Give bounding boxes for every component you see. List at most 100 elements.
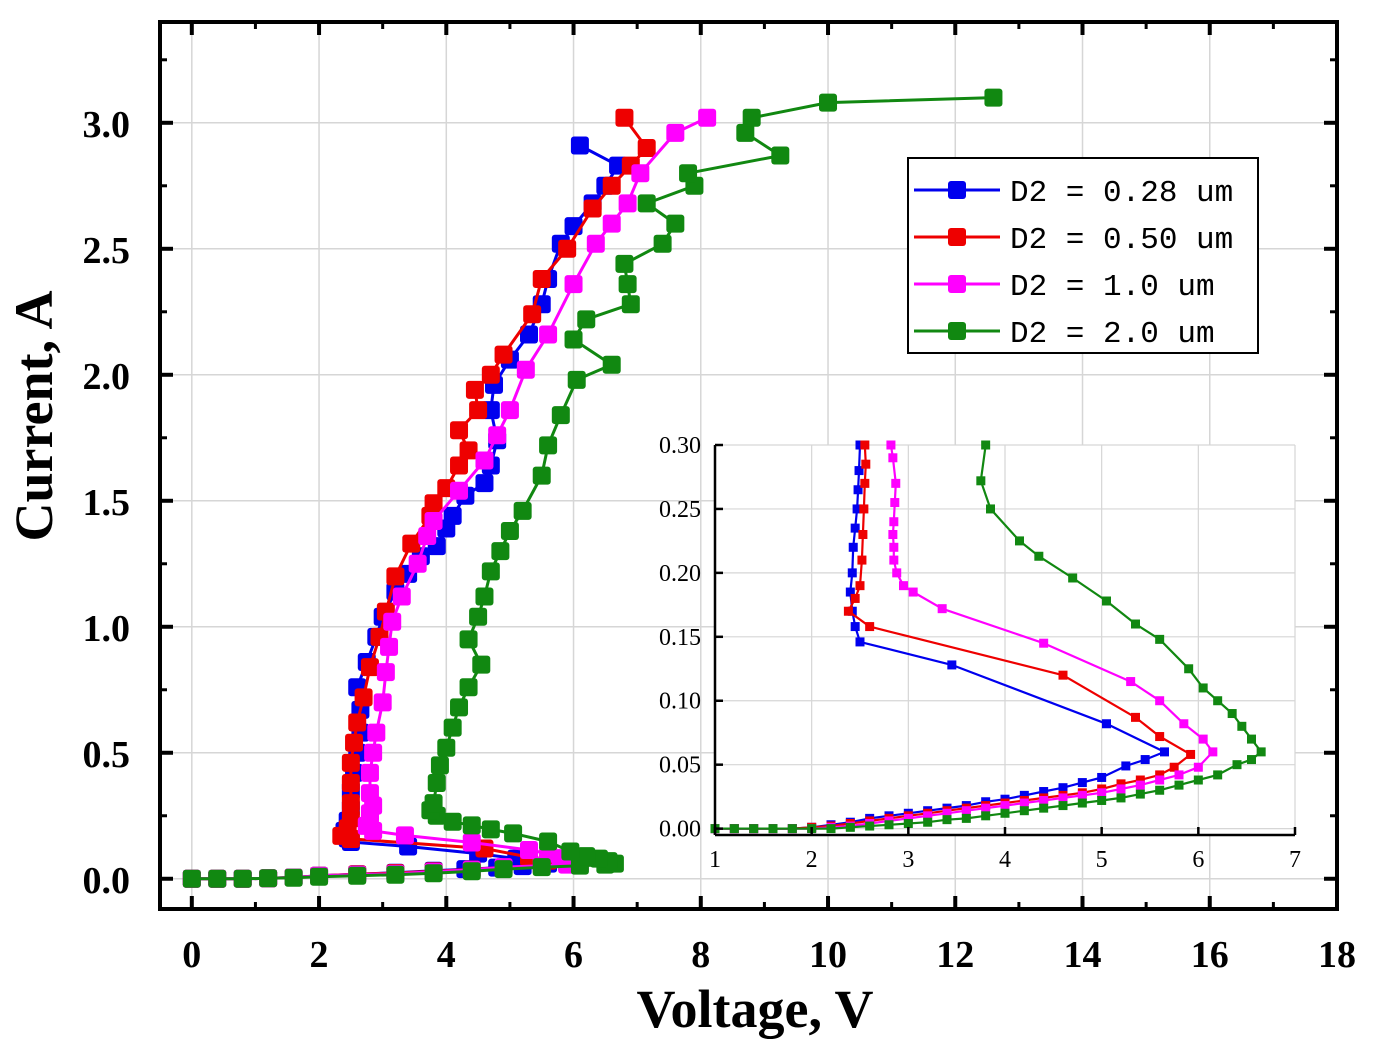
data-point [462, 816, 481, 835]
x-axis-title: Voltage, V [636, 979, 873, 1039]
data-point [402, 534, 421, 553]
legend-label: D2 = 0.28 um [1010, 176, 1233, 211]
inset-data-point [1237, 721, 1247, 731]
inset-data-point [1155, 770, 1165, 780]
data-point [373, 693, 392, 712]
data-point [551, 406, 570, 425]
inset-x-tick-label: 1 [709, 847, 721, 873]
inset-data-point [889, 517, 899, 527]
y-tick-label: 3.0 [83, 104, 131, 146]
inset-data-point [1058, 670, 1068, 680]
data-point [459, 441, 478, 460]
data-point [395, 826, 414, 845]
legend-marker [948, 181, 966, 199]
data-point [450, 421, 469, 440]
x-tick-label: 0 [182, 934, 201, 976]
data-point [637, 138, 656, 157]
y-tick-label: 0.0 [83, 860, 131, 902]
inset-data-point [1019, 806, 1029, 816]
x-tick-label: 4 [437, 934, 456, 976]
inset-chart: 1 2 3 4 5 6 7 0.00 0.05 0.10 0.15 0.20 0.25 0.30 [659, 433, 1301, 873]
inset-data-point [1097, 788, 1107, 798]
data-point [354, 688, 373, 707]
data-point [520, 841, 539, 860]
data-point [618, 275, 637, 294]
inset-data-point [1077, 798, 1087, 808]
inset-data-point [850, 523, 860, 533]
inset-data-point [855, 581, 865, 591]
inset-data-point [1184, 664, 1194, 674]
data-point [418, 527, 437, 546]
legend-label: D2 = 2.0 um [1010, 317, 1215, 352]
data-point [602, 176, 621, 195]
inset-data-point [1213, 696, 1223, 706]
legend-marker [948, 228, 966, 246]
data-point [539, 436, 558, 455]
data-point [475, 474, 494, 493]
data-point [602, 214, 621, 233]
data-point [341, 809, 360, 828]
data-point [360, 784, 379, 803]
inset-data-point [888, 453, 898, 463]
data-point [984, 88, 1003, 107]
main-series [182, 88, 1003, 888]
inset-data-point [1116, 784, 1126, 794]
inset-y-tick-label: 0.20 [659, 561, 701, 587]
data-point [341, 753, 360, 772]
y-axis-title: Current, A [4, 291, 64, 542]
legend: D2 = 0.28 um D2 = 0.50 um D2 = 1.0 um D2 = … [907, 157, 1259, 354]
data-point [341, 774, 360, 793]
data-point [602, 355, 621, 374]
data-point [459, 630, 478, 649]
inset-data-point [845, 822, 855, 832]
inset-data-point [1097, 795, 1107, 805]
inset-data-point [1174, 780, 1184, 790]
data-point [532, 858, 551, 877]
inset-data-point [1247, 734, 1256, 744]
legend-item-d2-2-0-um: D2 = 2.0 um [914, 317, 1215, 352]
x-tick-label: 8 [691, 934, 710, 976]
inset-data-point [1058, 801, 1068, 811]
data-point [666, 214, 685, 233]
data-point [586, 234, 605, 253]
inset-data-point [1169, 762, 1179, 772]
inset-data-point [888, 530, 898, 540]
data-point [491, 542, 510, 561]
inset-data-point [1116, 779, 1126, 789]
data-point [360, 658, 379, 677]
x-tick-label: 18 [1318, 934, 1356, 976]
data-point [771, 146, 790, 165]
data-point [443, 812, 462, 831]
inset-data-point [1000, 801, 1010, 811]
data-point [567, 370, 586, 389]
data-point [577, 310, 596, 329]
legend-marker [948, 322, 966, 340]
data-point [386, 865, 405, 884]
inset-data-point [1077, 778, 1087, 788]
inset-data-point [848, 542, 858, 552]
inset-data-point [729, 824, 739, 834]
inset-data-point [1039, 787, 1049, 797]
data-point [532, 270, 551, 289]
inset-data-point [1131, 619, 1140, 629]
x-tick-label: 6 [564, 934, 583, 976]
inset-data-point [853, 485, 863, 495]
inset-data-point [923, 811, 933, 821]
inset-data-point [1174, 770, 1184, 780]
inset-data-point [1015, 536, 1024, 546]
data-point [504, 824, 523, 843]
inset-y-tick-label: 0.30 [659, 433, 701, 459]
inset-data-point [1213, 770, 1223, 780]
data-point [819, 93, 838, 112]
inset-data-point [1058, 783, 1068, 793]
data-point [233, 869, 252, 888]
inset-series-d2-2-0-um [710, 440, 1266, 834]
data-point [443, 506, 462, 525]
inset-data-point [892, 568, 902, 578]
inset-x-tick-label: 2 [806, 847, 818, 873]
data-point [475, 451, 494, 470]
legend-label: D2 = 0.50 um [1010, 223, 1233, 258]
inset-data-point [855, 637, 865, 647]
data-point [462, 862, 481, 881]
data-point [631, 164, 650, 183]
